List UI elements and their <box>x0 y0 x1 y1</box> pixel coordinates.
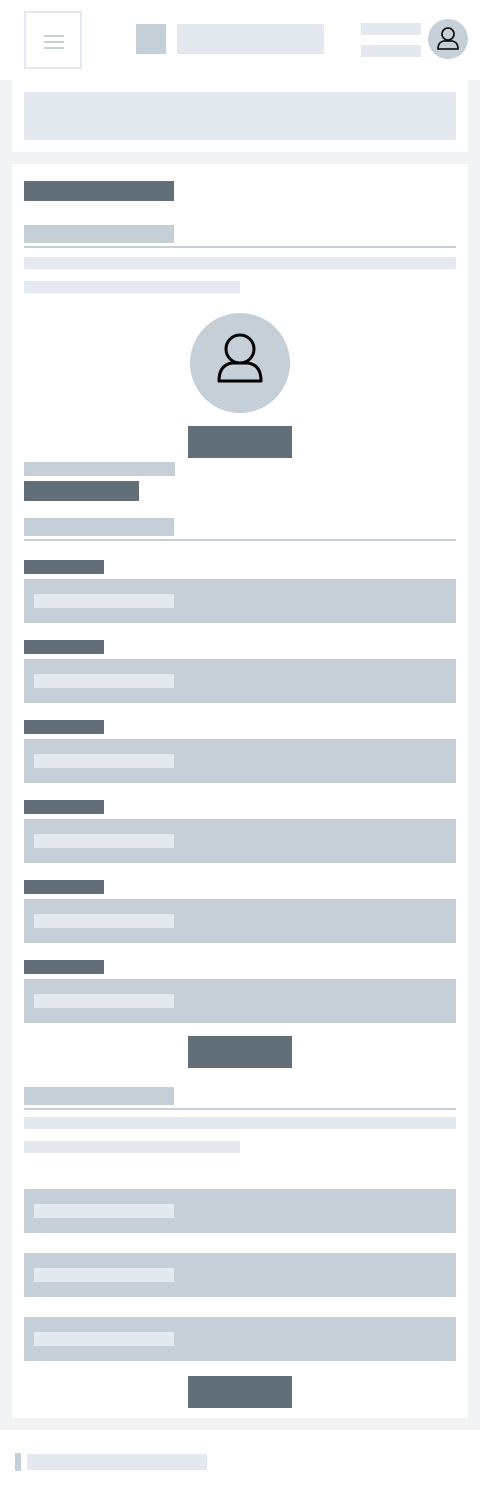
field-label <box>24 560 104 574</box>
user-avatar-icon <box>437 27 459 50</box>
field-label <box>24 640 104 654</box>
banner-placeholder <box>24 92 456 140</box>
form-input[interactable] <box>24 1317 456 1361</box>
form-input[interactable] <box>24 739 456 783</box>
banner-card <box>12 80 468 152</box>
form-input[interactable] <box>24 579 456 623</box>
save-profile-button[interactable] <box>188 1036 292 1068</box>
input-value-placeholder <box>34 754 174 768</box>
footer-logo-mark <box>15 1453 21 1471</box>
hamburger-menu-button[interactable] <box>24 11 82 69</box>
section-divider <box>24 246 456 248</box>
profile-avatar[interactable] <box>190 313 290 413</box>
form-input[interactable] <box>24 1253 456 1297</box>
page-title-placeholder <box>24 181 174 201</box>
section-divider <box>24 539 456 541</box>
input-value-placeholder <box>34 994 174 1008</box>
change-avatar-button[interactable] <box>188 426 292 458</box>
section-divider <box>24 1108 456 1110</box>
input-value-placeholder <box>34 834 174 848</box>
section-heading-placeholder <box>24 518 174 536</box>
input-value-placeholder <box>34 594 174 608</box>
input-value-placeholder <box>34 1332 174 1346</box>
form-input[interactable] <box>24 979 456 1023</box>
logo-mark[interactable] <box>136 24 166 54</box>
account-line-1-placeholder <box>361 23 421 35</box>
field-label <box>24 880 104 894</box>
logo-text-placeholder <box>177 24 324 54</box>
top-header <box>0 0 480 80</box>
profile-label-placeholder <box>24 462 175 476</box>
section-description-line-1 <box>24 257 456 269</box>
section-description-line-2 <box>24 281 240 293</box>
field-label <box>24 800 104 814</box>
user-avatar-button[interactable] <box>428 19 468 59</box>
form-input[interactable] <box>24 819 456 863</box>
footer <box>0 1430 480 1494</box>
profile-name-placeholder <box>24 481 139 501</box>
hamburger-menu-icon <box>44 35 64 49</box>
account-line-2-placeholder <box>361 45 421 57</box>
section-heading-placeholder <box>24 1087 174 1105</box>
section-description-line-1 <box>24 1117 456 1129</box>
form-input[interactable] <box>24 899 456 943</box>
field-label <box>24 960 104 974</box>
input-value-placeholder <box>34 1268 174 1282</box>
footer-text-placeholder <box>27 1454 207 1470</box>
section-description-line-2 <box>24 1141 240 1153</box>
input-value-placeholder <box>34 674 174 688</box>
form-input[interactable] <box>24 659 456 703</box>
input-value-placeholder <box>34 1204 174 1218</box>
input-value-placeholder <box>34 914 174 928</box>
user-icon <box>217 333 263 383</box>
update-password-button[interactable] <box>188 1376 292 1408</box>
field-label <box>24 720 104 734</box>
form-input[interactable] <box>24 1189 456 1233</box>
section-heading-placeholder <box>24 225 174 243</box>
